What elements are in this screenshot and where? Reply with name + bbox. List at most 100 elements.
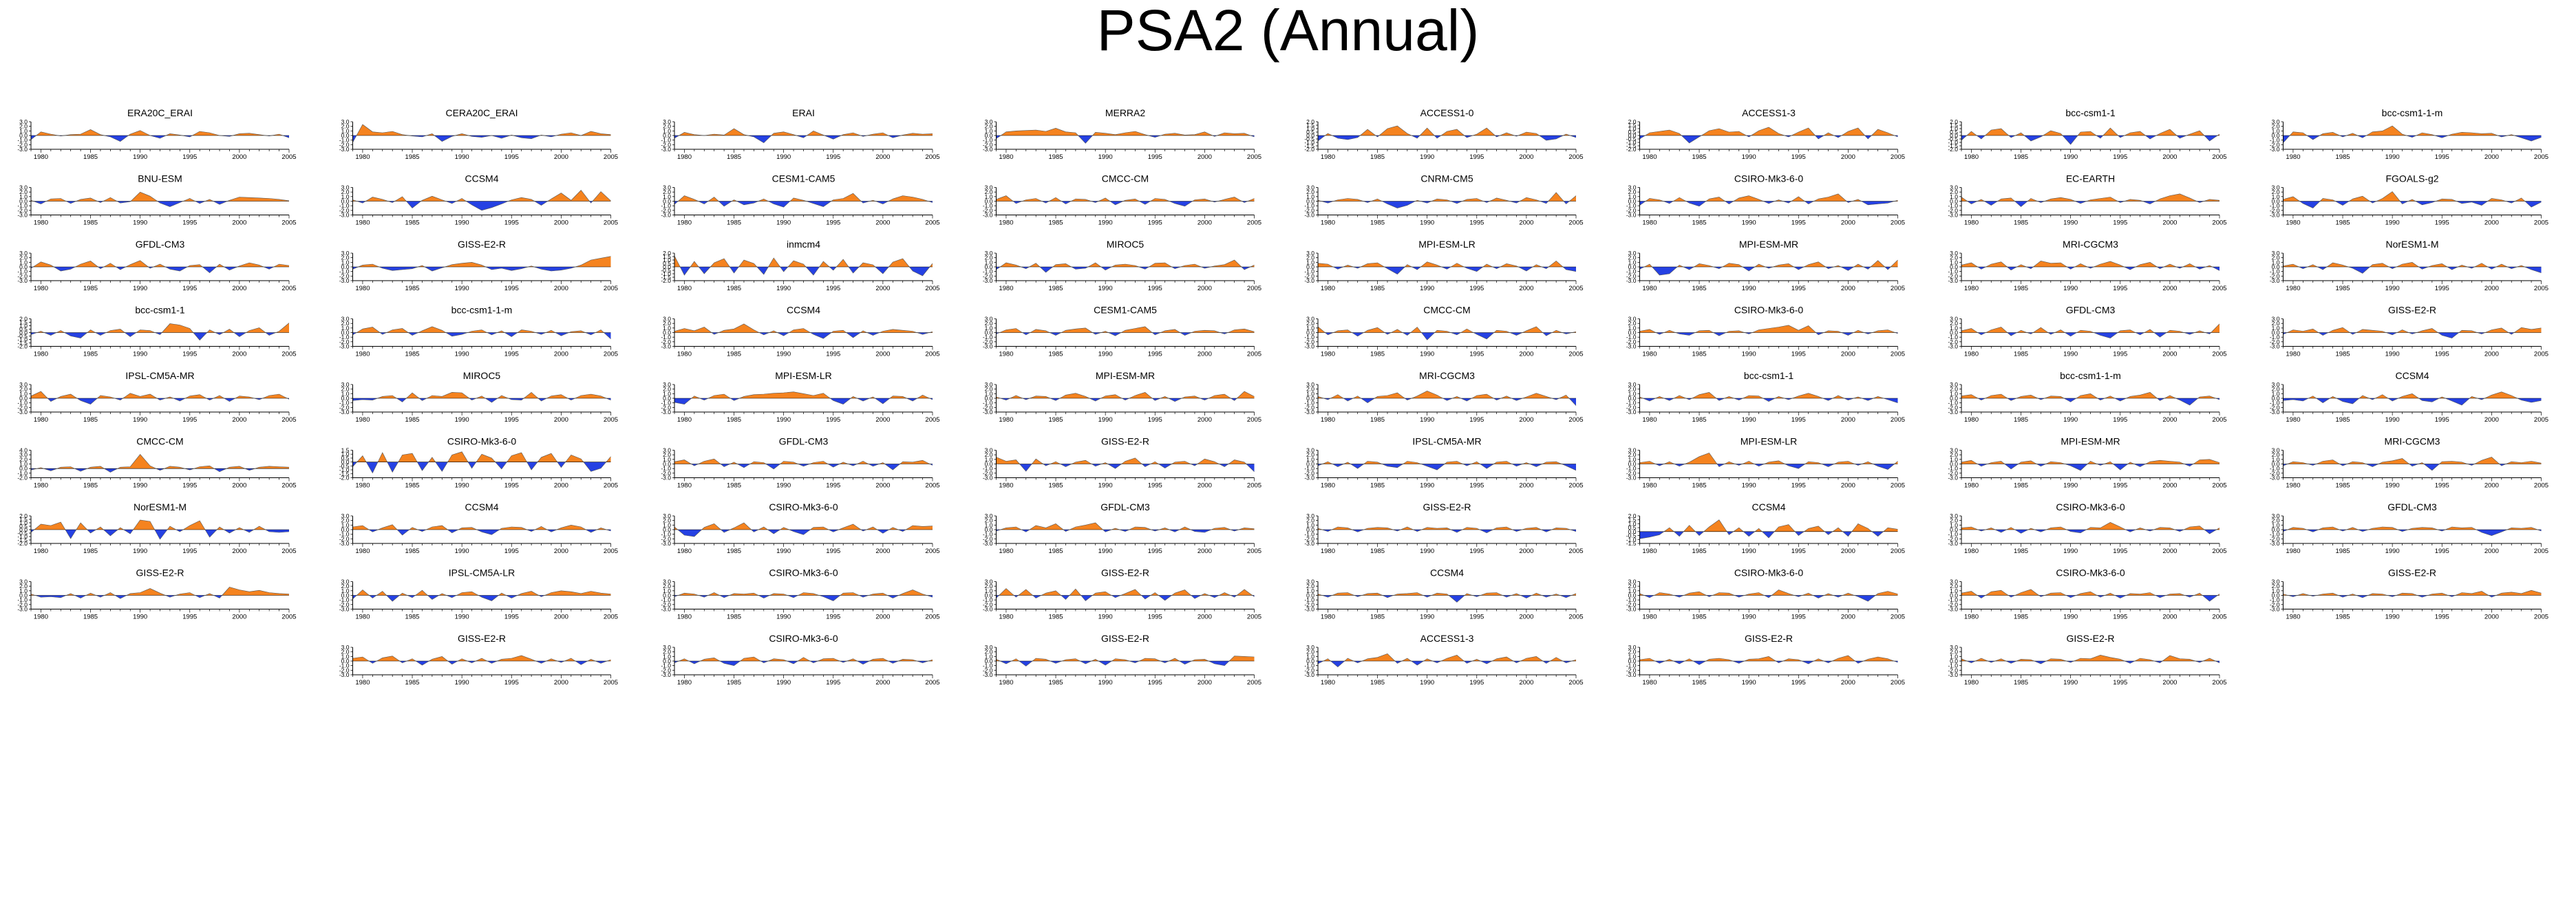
panel-16-title: GFDL-CM3 [136,239,185,250]
panel-37-ytick-label: 2.0 [1628,386,1637,393]
panel-66-xtick-label: 2005 [1247,679,1262,686]
panel-46-xtick-label: 2005 [2212,482,2226,490]
panel-15-title: FGOALS-g2 [2385,173,2438,184]
panel-26-ytick-label: 2.0 [663,320,671,327]
panel-52-ytick-label: -2.0 [1304,535,1314,542]
panel-19-ytick-label: 2.0 [985,255,993,261]
panel-23-ytick-label: -1.0 [2270,268,2280,275]
panel-39-ytick-label: -3.0 [2270,409,2280,415]
panel-24-ytick-label: 1.5 [19,319,28,326]
panel-0-xtick-label: 2005 [281,153,296,161]
panel-29-xtick-label: 1980 [1642,351,1657,358]
panel-27-positive-area [999,326,1255,333]
panel-61-xtick-label: 1980 [1642,614,1657,621]
panel-13-xtick-label: 2005 [1891,219,1905,227]
panel-31-ytick-label: -1.0 [2270,334,2280,340]
panel-49-negative-area [369,530,611,535]
panel-38-ytick-label: 0.0 [1950,395,1958,402]
panel-18-ytick-label: 1.5 [663,253,671,260]
panel-8-title: BNU-ESM [138,173,182,184]
panel-67-xtick-label: 1995 [1469,679,1484,686]
panel-7-negative-area [2283,136,2542,143]
panel-34-xtick-label: 2005 [925,416,939,424]
panel-9-positive-area [352,190,611,202]
panel-49-xtick-label: 2005 [604,548,618,555]
panel-25-ytick-label: 2.0 [341,320,350,327]
panel-60-xtick-label: 2000 [1519,614,1533,621]
panel-47-xtick-label: 1990 [2385,482,2400,490]
panel-1-xtick-label: 1990 [455,153,469,161]
panel-21-xtick-label: 1985 [1692,285,1706,292]
panel-30-xtick-label: 2000 [2162,351,2177,358]
panel-7-ytick-label: 2.0 [2272,123,2280,130]
panel-64-ytick-label: -2.0 [339,667,350,673]
panel-43-ytick-label: 0.0 [985,461,993,468]
panel-8-xtick-label: 1980 [34,219,48,227]
panel-48-ytick-label: 0.5 [19,523,28,530]
panel-56-xtick-label: 1990 [133,614,147,621]
panel-23-ytick-label: 0.0 [2272,263,2280,270]
panel-3-series-line [996,128,1255,144]
panel-38-xtick-label: 2000 [2162,416,2177,424]
panel-59-ytick-label: 2.0 [985,583,993,590]
panel-42-ytick-label: 1.0 [663,456,671,463]
panel-20-xtick-label: 2000 [1519,285,1533,292]
panel-21-positive-area [1644,260,1898,267]
panel-30-negative-area [1977,332,2211,338]
panel-56-series-line [30,587,290,599]
panel-67-ytick-label: -3.0 [1304,671,1314,678]
panel-39-positive-area [2308,391,2518,398]
panel-40-ytick-label: -1.0 [17,470,28,477]
panel-26-xtick-label: 1980 [677,351,692,358]
panel-8-negative-area [33,201,228,207]
panel-29-ytick-label: 3.0 [1628,316,1637,323]
panel-4-ytick-label: -1.5 [1304,142,1314,149]
panel-41-ytick-label: -2.0 [339,475,350,482]
panel-27-ytick-label: -3.0 [983,343,993,350]
panel-34-negative-area [674,398,933,404]
panel-48-ytick-label: -1.5 [17,537,28,543]
panel-39-ytick-label: -2.0 [2270,404,2280,411]
panel-61-ytick-label: 0.0 [1628,592,1637,599]
panel-7-ytick-label: 1.0 [2272,127,2280,134]
panel-52-xtick-label: 1990 [1420,548,1434,555]
panel-13-title: CSIRO-Mk3-6-0 [1734,173,1804,184]
panel-61-xtick-label: 2005 [1891,614,1905,621]
panel-3-ytick-label: 1.0 [985,127,993,134]
panel-67-ytick-label: 0.0 [1306,658,1314,664]
panel-14-title: EC-EARTH [2066,173,2115,184]
panel-51-ytick-label: 1.0 [985,521,993,528]
panel-67-series-line [1317,653,1577,668]
panel-1-ytick-label: 3.0 [341,118,350,125]
panel-48-ytick-label: -0.5 [17,530,28,537]
panel-46-xtick-label: 1980 [1964,482,1979,490]
panel-41-xtick-label: 2005 [604,482,618,490]
panel-7-series-line [2283,125,2542,143]
panel-55-xtick-label: 1995 [2435,548,2449,555]
panel-52-ytick-label: 3.0 [1306,512,1314,519]
panel-34-ytick-label: 1.0 [663,390,671,397]
panel-30-xtick-label: 1980 [1964,351,1979,358]
panel-35-ytick-label: -3.0 [983,409,993,415]
panel-51-ytick-label: 0.0 [985,526,993,533]
panel-56-xtick-label: 2005 [281,614,296,621]
panel-11-ytick-label: -1.0 [983,202,993,209]
panel-38-negative-area [1978,398,2220,405]
panel-34-xtick-label: 2000 [875,416,890,424]
panel-22-xtick-label: 1985 [2014,285,2028,292]
panel-41-xtick-label: 1980 [355,482,370,490]
panel-44-xtick-label: 1990 [1420,482,1434,490]
panel-40-ytick-label: 0.0 [19,465,28,472]
panel-6-xtick-label: 1995 [2113,153,2127,161]
panel-4-ytick-label: -2.0 [1304,146,1314,153]
panel-16-xtick-label: 1995 [182,285,197,292]
panel-58-ytick-label: 0.0 [663,592,671,599]
panel-17-ytick-label: -3.0 [339,277,350,284]
panel-60-title: CCSM4 [1430,567,1464,579]
panel-1-ytick-label: -1.0 [339,137,350,144]
panel-17-title: GISS-E2-R [458,239,506,250]
panel-41-ytick-label: 1.0 [341,451,350,457]
panel-28-xtick-label: 2005 [1568,351,1583,358]
panel-56-ytick-label: 0.0 [19,592,28,599]
panel-9-xtick-label: 2005 [604,219,618,227]
